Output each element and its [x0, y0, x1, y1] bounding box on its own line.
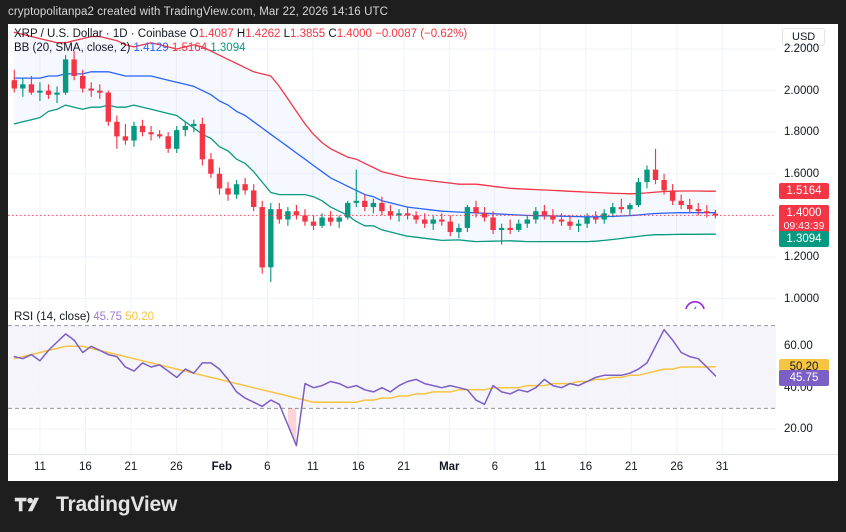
time-tick-label: 21 [397, 461, 411, 473]
time-tick-label: 26 [670, 461, 684, 473]
rsi-title: RSI (14, close) [14, 311, 91, 323]
currency-label: USD [782, 28, 826, 46]
price-tick-label: 2.2000 [784, 42, 820, 55]
price-tick-label: 1.8000 [784, 126, 820, 139]
price-tick-label: 1.2000 [784, 250, 820, 263]
price-series-svg [8, 24, 776, 309]
chart-canvas: USD 2.20002.00001.80001.60001.40001.2000… [8, 24, 838, 481]
time-tick-label: 11 [33, 461, 46, 473]
time-tick-label: 26 [169, 461, 183, 473]
rsi-pane: 60.00 40.00 20.00 50.20 45.75 RSI (14, close… [8, 309, 838, 454]
time-tick-label: Mar [439, 461, 460, 473]
rsi-value-badge: 45.75 [779, 369, 829, 386]
tradingview-wordmark: TradingView [56, 493, 178, 516]
price-tick-label: 2.0000 [784, 84, 820, 97]
rsi-plot-area[interactable] [8, 309, 776, 454]
time-tick-label: 11 [534, 461, 547, 473]
time-tick-label: 11 [306, 461, 319, 473]
rsi-scale[interactable]: 60.00 40.00 20.00 50.20 45.75 [776, 309, 838, 454]
rsi-legend[interactable]: RSI (14, close) 45.75 50.20 [14, 311, 154, 323]
time-tick-label: 31 [715, 461, 729, 473]
tradingview-mark-icon [14, 497, 40, 512]
time-tick-label: 16 [79, 461, 92, 473]
rsi-tick-label: 60.00 [784, 340, 813, 353]
price-scale[interactable]: USD 2.20002.00001.80001.60001.40001.2000… [776, 24, 838, 309]
last-price-badge: 1.4000 09:43:39 [779, 205, 829, 236]
footer-bar: TradingView [0, 481, 846, 532]
rsi-value: 45.75 [93, 311, 123, 323]
time-tick-label: 21 [124, 461, 138, 473]
price-tick-label: 1.6000 [784, 167, 820, 180]
price-plot-area[interactable] [8, 24, 776, 309]
rsi-tick-label: 20.00 [784, 423, 813, 436]
price-pane: USD 2.20002.00001.80001.60001.40001.2000… [8, 24, 838, 309]
price-tick-label: 1.0000 [784, 292, 820, 305]
bb-upper-price-badge: 1.5164 [779, 183, 829, 200]
rsi-ma-value: 50.20 [125, 311, 155, 323]
tradingview-logo: TradingView [14, 493, 177, 517]
attribution-text: cryptopolitanpa2 created with TradingVie… [8, 6, 389, 18]
time-tick-label: Feb [211, 461, 233, 473]
time-tick-label: 6 [264, 461, 271, 473]
time-axis[interactable]: 11 16 21 26 Feb 6 11 16 21 Mar 6 11 16 21 26 31 [8, 454, 838, 481]
time-tick-label: 16 [351, 461, 365, 473]
time-tick-label: 6 [491, 461, 498, 473]
time-tick-label: 21 [624, 461, 638, 473]
rsi-series-svg [8, 309, 776, 454]
bb-lower-price-badge: 1.3094 [779, 231, 829, 248]
time-tick-label: 16 [579, 461, 593, 473]
countdown-timer: 09:43:39 [783, 220, 825, 233]
